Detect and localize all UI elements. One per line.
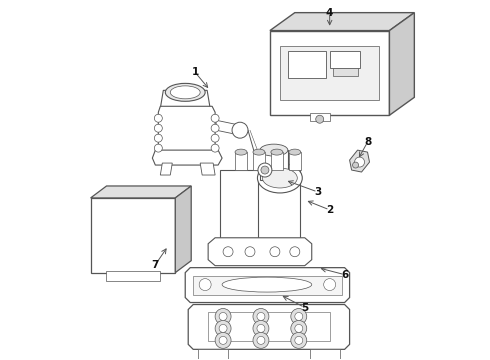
Ellipse shape <box>263 168 297 188</box>
Polygon shape <box>188 305 349 349</box>
Polygon shape <box>260 150 288 180</box>
Circle shape <box>253 332 269 348</box>
Polygon shape <box>270 13 415 31</box>
Circle shape <box>215 332 231 348</box>
Text: 6: 6 <box>341 270 348 280</box>
Polygon shape <box>91 198 175 273</box>
Ellipse shape <box>260 144 288 156</box>
Ellipse shape <box>257 163 302 193</box>
Circle shape <box>355 157 365 167</box>
Circle shape <box>257 336 265 345</box>
Polygon shape <box>185 268 349 302</box>
Bar <box>289 152 301 170</box>
Circle shape <box>291 320 307 336</box>
Polygon shape <box>175 186 191 273</box>
Text: 5: 5 <box>301 302 308 312</box>
Circle shape <box>219 324 227 332</box>
Circle shape <box>270 247 280 257</box>
Circle shape <box>154 134 162 142</box>
Circle shape <box>154 124 162 132</box>
Circle shape <box>324 279 336 291</box>
Circle shape <box>245 247 255 257</box>
Text: 8: 8 <box>364 137 371 147</box>
Ellipse shape <box>171 86 200 99</box>
Ellipse shape <box>253 149 265 155</box>
Ellipse shape <box>289 149 301 155</box>
Circle shape <box>253 320 269 336</box>
Bar <box>333 68 358 76</box>
Circle shape <box>232 122 248 138</box>
Bar <box>198 349 228 359</box>
Polygon shape <box>349 150 369 172</box>
Circle shape <box>211 144 219 152</box>
Bar <box>288 50 326 78</box>
Bar <box>105 271 160 280</box>
Bar <box>280 45 379 100</box>
Polygon shape <box>258 165 300 250</box>
Text: 1: 1 <box>192 67 199 77</box>
Circle shape <box>257 324 265 332</box>
Circle shape <box>154 144 162 152</box>
Circle shape <box>291 332 307 348</box>
Polygon shape <box>390 13 415 115</box>
Circle shape <box>223 247 233 257</box>
Circle shape <box>219 312 227 320</box>
Ellipse shape <box>235 149 247 155</box>
Circle shape <box>215 309 231 324</box>
Circle shape <box>219 336 227 345</box>
Text: 3: 3 <box>314 187 321 197</box>
Ellipse shape <box>165 84 205 101</box>
Circle shape <box>290 247 300 257</box>
Circle shape <box>295 312 303 320</box>
Circle shape <box>295 336 303 345</box>
Bar <box>271 152 283 170</box>
Polygon shape <box>158 106 215 155</box>
Polygon shape <box>193 276 342 294</box>
Circle shape <box>199 279 211 291</box>
Bar <box>235 152 247 170</box>
Bar <box>310 113 330 121</box>
Bar <box>208 312 330 341</box>
Circle shape <box>295 324 303 332</box>
Text: 4: 4 <box>326 8 333 18</box>
Circle shape <box>353 162 359 168</box>
Bar <box>253 152 265 170</box>
Bar <box>310 349 340 359</box>
Circle shape <box>316 115 324 123</box>
Polygon shape <box>91 186 191 198</box>
Circle shape <box>258 163 272 177</box>
Ellipse shape <box>222 277 312 292</box>
Polygon shape <box>216 120 240 135</box>
Circle shape <box>291 309 307 324</box>
Circle shape <box>211 134 219 142</box>
Text: 7: 7 <box>152 260 159 270</box>
Polygon shape <box>208 238 312 266</box>
Circle shape <box>215 320 231 336</box>
Circle shape <box>211 114 219 122</box>
Polygon shape <box>152 150 222 165</box>
Polygon shape <box>270 31 390 115</box>
Circle shape <box>261 166 269 174</box>
Circle shape <box>154 114 162 122</box>
Polygon shape <box>160 163 172 175</box>
Ellipse shape <box>271 149 283 155</box>
Circle shape <box>211 124 219 132</box>
Text: 2: 2 <box>326 205 333 215</box>
Polygon shape <box>220 170 260 240</box>
Circle shape <box>257 312 265 320</box>
Polygon shape <box>200 163 215 175</box>
Polygon shape <box>160 90 210 108</box>
Circle shape <box>253 309 269 324</box>
Bar <box>330 50 360 68</box>
